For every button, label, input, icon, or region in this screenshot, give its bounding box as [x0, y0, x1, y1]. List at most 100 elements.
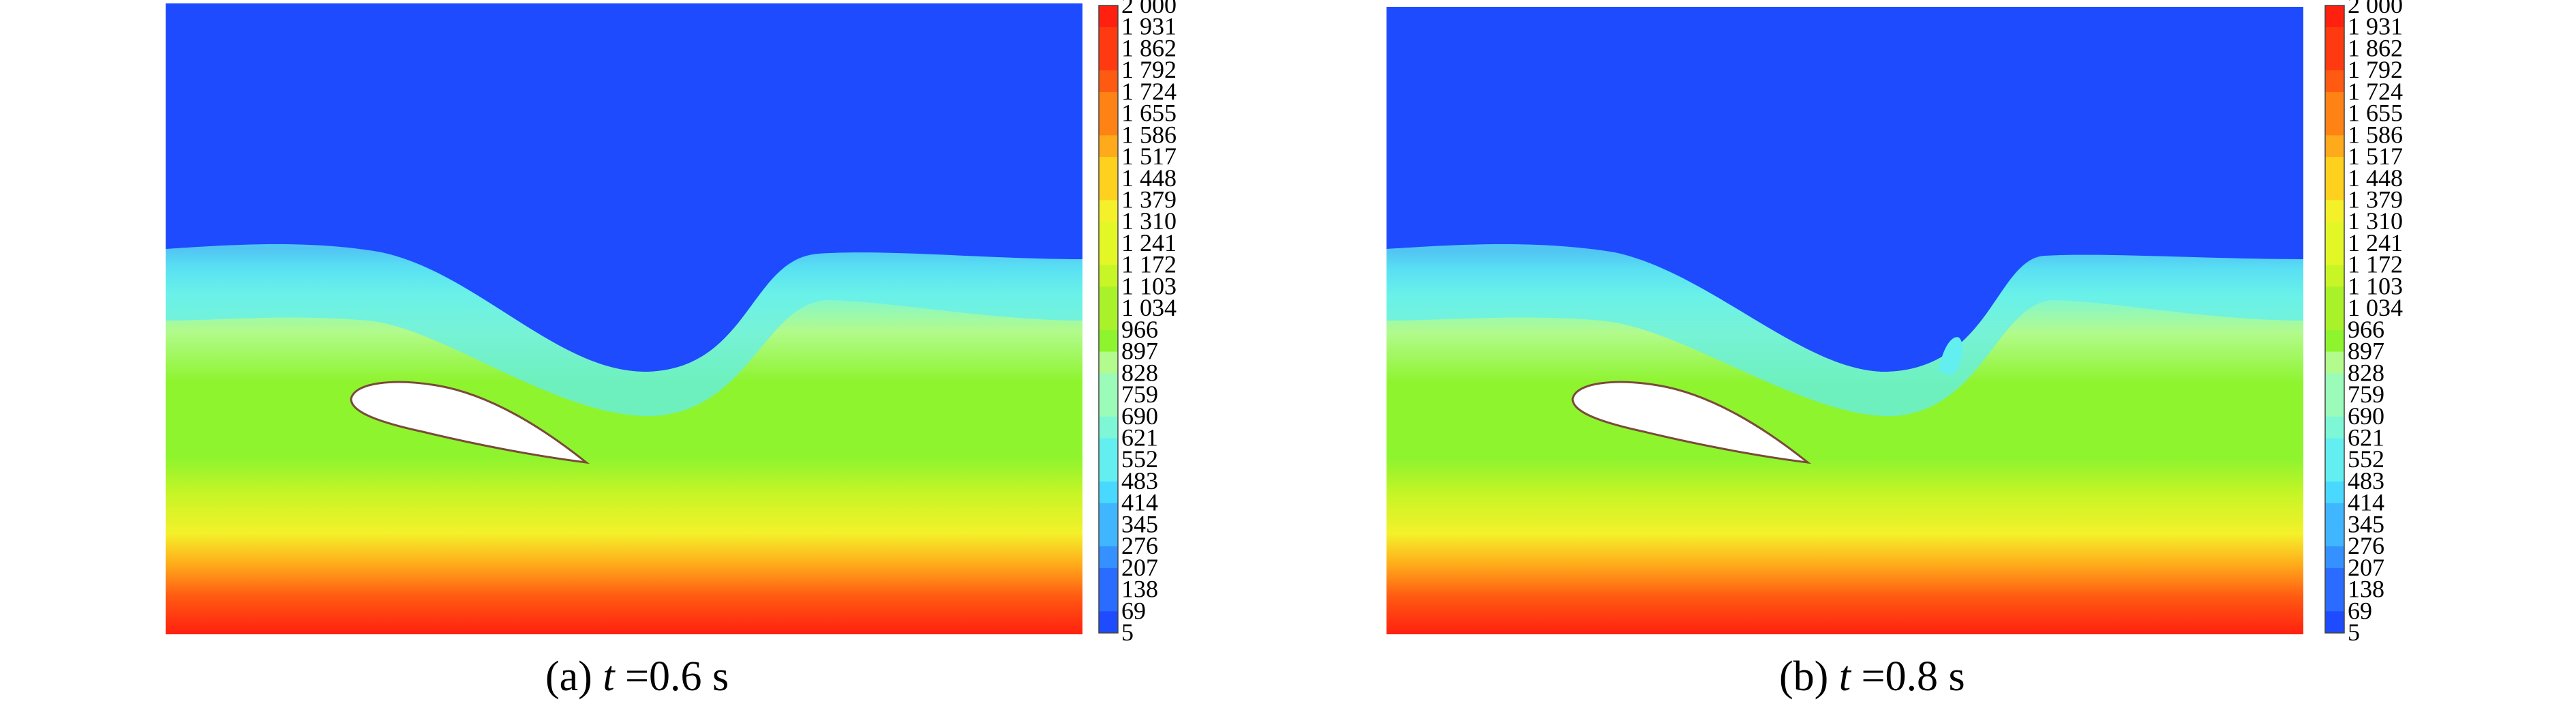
colorbar-swatch [2325, 546, 2344, 569]
colorbar-tick-label: 552 [1121, 445, 1158, 473]
colorbar-tick-label: 1 655 [1121, 100, 1177, 127]
colorbar-tick-label: 1 586 [1121, 121, 1177, 148]
colorbar-tick-label: 1 586 [2348, 121, 2403, 148]
colorbar-swatch [1099, 503, 1118, 525]
colorbar-tick-label: 1 862 [2348, 34, 2403, 61]
colorbar-swatch [1099, 460, 1118, 482]
colorbar-tick-label: 1 448 [2348, 164, 2403, 192]
colorbar-tick-label: 69 [2348, 597, 2372, 624]
colorbar-tick-label: 759 [1121, 381, 1158, 408]
colorbar-swatch [1099, 373, 1118, 396]
blue-region-b [1387, 7, 2303, 372]
colorbar-tick-label: 621 [1121, 424, 1158, 451]
panel-a: 2 000 1 931 1 862 1 792 1 724 1 655 1 586 1 517… [166, 0, 1177, 700]
colorbar-swatch [2325, 243, 2344, 266]
colorbar-swatch [2325, 416, 2344, 439]
colorbar-swatch [1099, 567, 1118, 591]
colorbar-tick-label: 1 172 [1121, 251, 1177, 278]
colorbar-tick-label: 138 [1121, 576, 1158, 603]
colorbar-swatch [1099, 135, 1118, 158]
colorbar-tick-label: 2 000 [1121, 0, 1177, 18]
colorbar-tick-label: 276 [1121, 532, 1158, 559]
colorbar-tick-label: 690 [2348, 402, 2384, 430]
colorbar-swatch [2325, 70, 2344, 93]
colorbar-tick-label: 759 [2348, 381, 2384, 408]
colorbar-tick-label: 483 [1121, 467, 1158, 494]
colorbar-tick-label: 1 517 [2348, 143, 2403, 170]
colorbar-tick-label: 828 [2348, 359, 2384, 386]
colorbar-tick-label: 1 448 [1121, 164, 1177, 192]
colorbar-swatch [1099, 27, 1118, 49]
colorbar-swatch [2325, 589, 2344, 612]
colorbar-tick-label: 1 862 [1121, 34, 1177, 61]
colorbar-frame [1098, 5, 1119, 634]
colorbar-tick-label: 1 034 [1121, 294, 1177, 321]
colorbar-tick-label: 345 [1121, 510, 1158, 537]
colorbar-tick-label: 1 103 [2348, 272, 2403, 299]
colorbar-swatch [2325, 27, 2344, 49]
colorbar-swatch [2325, 135, 2344, 158]
colorbar-swatch [2325, 200, 2344, 222]
colorbar-tick-label: 1 931 [2348, 13, 2403, 40]
colorbar-swatch [1099, 524, 1118, 547]
colorbar-swatch [2325, 265, 2344, 287]
colorbar-swatch [2325, 91, 2344, 115]
colorbar-swatch [1099, 438, 1118, 460]
colorbar-swatch [1099, 222, 1118, 244]
colorbar-tick-label: 966 [2348, 316, 2384, 343]
colorbar-tick-label: 207 [2348, 554, 2384, 581]
colorbar-tick-label: 1 724 [2348, 78, 2403, 105]
colorbar-tick-label: 1 379 [2348, 186, 2403, 213]
colorbar-tick-label: 414 [1121, 489, 1158, 516]
colorbar-tick-label: 276 [2348, 532, 2384, 559]
colorbar-tick-label: 828 [1121, 359, 1158, 386]
jet-spike-b [1939, 337, 1963, 375]
colorbar-swatch [1099, 286, 1118, 309]
colorbar-tick-label: 690 [1121, 402, 1158, 430]
colorbar-swatch [2325, 460, 2344, 482]
colorbar-frame [2324, 5, 2345, 634]
colorbar-tick-label: 1 103 [1121, 272, 1177, 299]
colorbar-swatch [2325, 222, 2344, 244]
colorbar-swatch [2325, 373, 2344, 396]
colorbar-swatch [1099, 157, 1118, 179]
colorbar-swatch [1099, 48, 1118, 71]
cyan-band-a [166, 244, 1082, 417]
colorbar-tick-label: 1 241 [2348, 229, 2403, 256]
colorbar-swatch [1099, 351, 1118, 374]
colorbar-swatch [2325, 611, 2344, 634]
colorbar-swatch [1099, 546, 1118, 569]
colorbar-swatch [2325, 481, 2344, 504]
colorbar-tick-label: 1 172 [2348, 251, 2403, 278]
colorbar-tick-label: 138 [2348, 576, 2384, 603]
colorbar-tick-label: 552 [2348, 445, 2384, 473]
colorbar-tick-label: 345 [2348, 510, 2384, 537]
colorbar-swatch [2325, 567, 2344, 591]
colorbar-tick-label: 1 379 [1121, 186, 1177, 213]
colorbar-tick-label: 1 517 [1121, 143, 1177, 170]
colorbar-swatch [1099, 70, 1118, 93]
colorbar-swatch [2325, 286, 2344, 309]
colorbar-tick-label: 1 792 [1121, 56, 1177, 83]
colorbar-swatch [1099, 308, 1118, 331]
colorbar-swatch [2325, 438, 2344, 460]
colorbar-swatch [2325, 329, 2344, 353]
colorbar-swatch [1099, 329, 1118, 353]
colorbar-swatch [1099, 416, 1118, 439]
colorbar-tick-label: 207 [1121, 554, 1158, 581]
colorbar-tick-label: 5 [1121, 619, 1134, 646]
colorbar-swatch [1099, 5, 1118, 28]
colorbar-swatch [1099, 91, 1118, 115]
colorbar-tick-label: 1 310 [2348, 207, 2403, 235]
colorbar-swatch [2325, 157, 2344, 179]
colorbar-swatch [1099, 243, 1118, 266]
colorbar-tick-label: 5 [2348, 619, 2360, 646]
colorbar-swatch [2325, 503, 2344, 525]
panel-b: 2 000 1 931 1 862 1 792 1 724 1 655 1 586 1 517… [1288, 0, 2576, 710]
colorbar-tick-label: 897 [1121, 338, 1158, 365]
colorbar-swatch [1099, 113, 1118, 136]
colorbar-tick-label: 2 000 [2348, 0, 2403, 18]
colorbar-swatch [2325, 178, 2344, 201]
